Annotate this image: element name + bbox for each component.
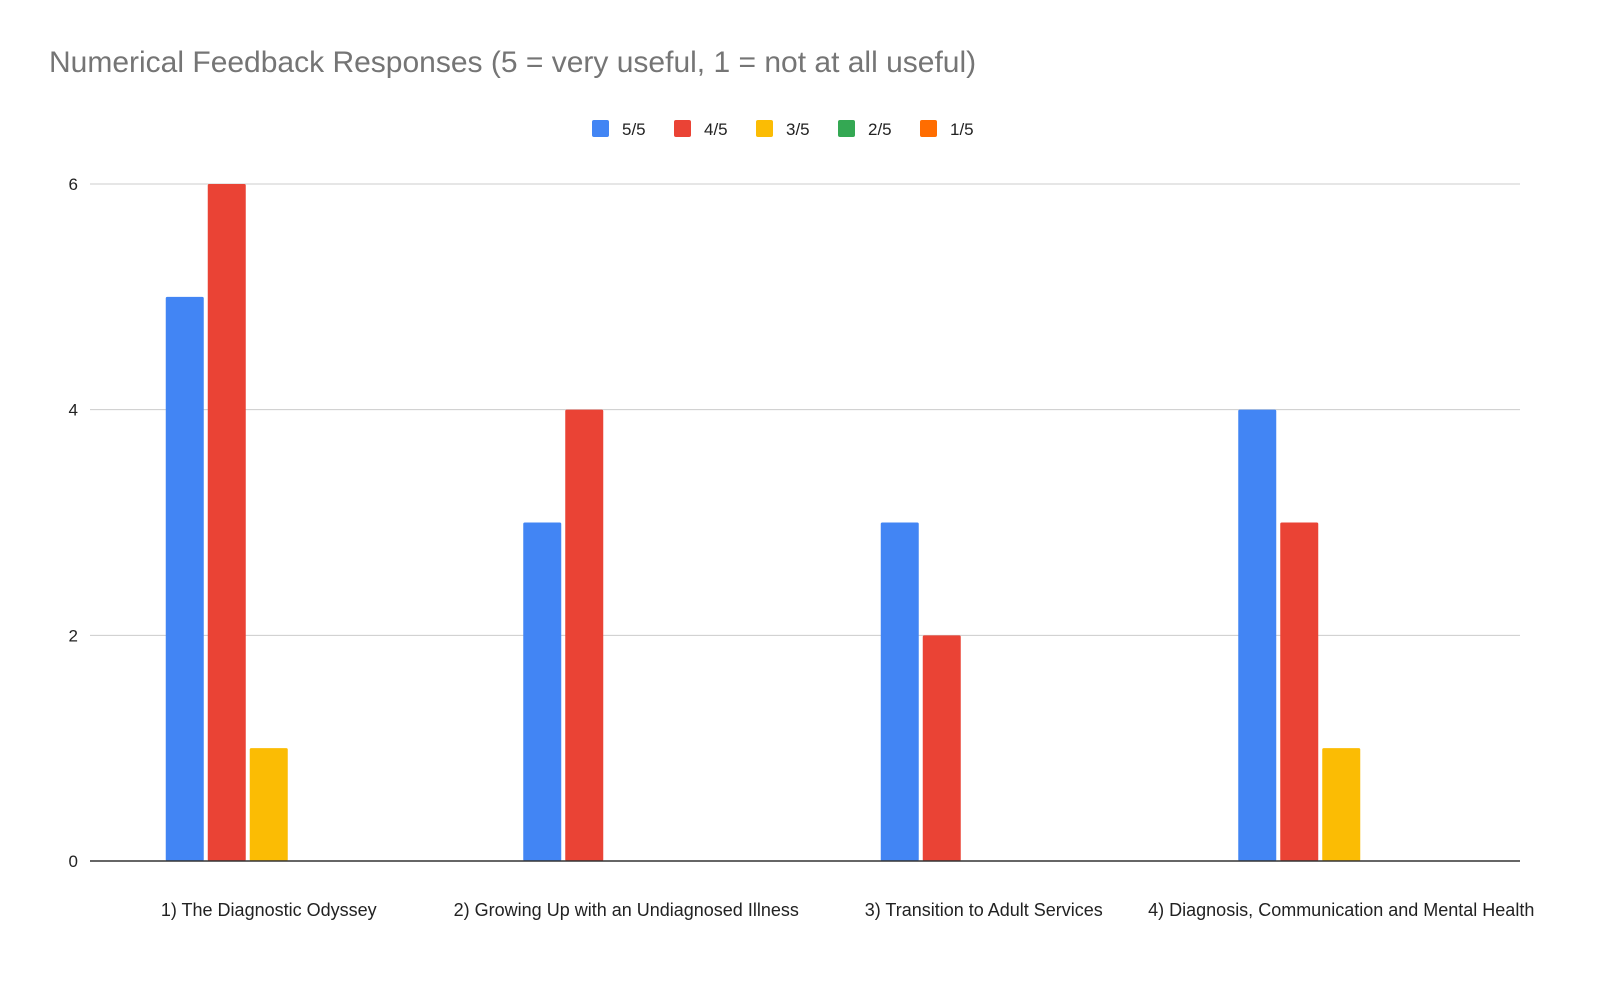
legend-item: 4/5 [674,120,728,139]
legend: 5/5 4/5 3/5 2/5 1/5 [592,120,974,139]
x-category-label: 2) Growing Up with an Undiagnosed Illnes… [454,900,799,920]
x-category-label: 1) The Diagnostic Odyssey [161,900,377,920]
y-tick-label: 6 [69,175,78,194]
legend-swatch [592,120,609,137]
legend-label: 3/5 [786,120,810,139]
legend-label: 5/5 [622,120,646,139]
x-category-label: 4) Diagnosis, Communication and Mental H… [1148,900,1534,920]
y-tick-label: 2 [69,626,78,645]
x-axis-labels: 1) The Diagnostic Odyssey 2) Growing Up w… [161,900,1534,920]
legend-item: 2/5 [838,120,892,139]
x-category-label: 3) Transition to Adult Services [865,900,1103,920]
legend-item: 1/5 [920,120,974,139]
chart-title: Numerical Feedback Responses (5 = very u… [49,46,977,79]
y-axis-ticks: 0 2 4 6 [69,175,78,871]
legend-label: 2/5 [868,120,892,139]
bar-4-of-5-4 [1280,522,1319,861]
legend-item: 3/5 [756,120,810,139]
y-tick-label: 4 [69,401,78,420]
bar-3-of-5-4 [1322,748,1361,861]
legend-label: 1/5 [950,120,974,139]
legend-swatch [756,120,773,137]
bar-5-of-5-3 [880,522,919,861]
legend-swatch [920,120,937,137]
bar-5-of-5-1 [165,296,204,861]
y-tick-label: 0 [69,852,78,871]
legend-item: 5/5 [592,120,646,139]
legend-swatch [838,120,855,137]
legend-label: 4/5 [704,120,728,139]
bar-4-of-5-2 [565,409,604,861]
bars [165,184,1361,861]
legend-swatch [674,120,691,137]
bar-4-of-5-3 [922,635,961,861]
bar-5-of-5-2 [523,522,562,861]
bar-3-of-5-1 [249,748,288,861]
bar-5-of-5-4 [1238,409,1277,861]
bar-4-of-5-1 [207,184,246,861]
